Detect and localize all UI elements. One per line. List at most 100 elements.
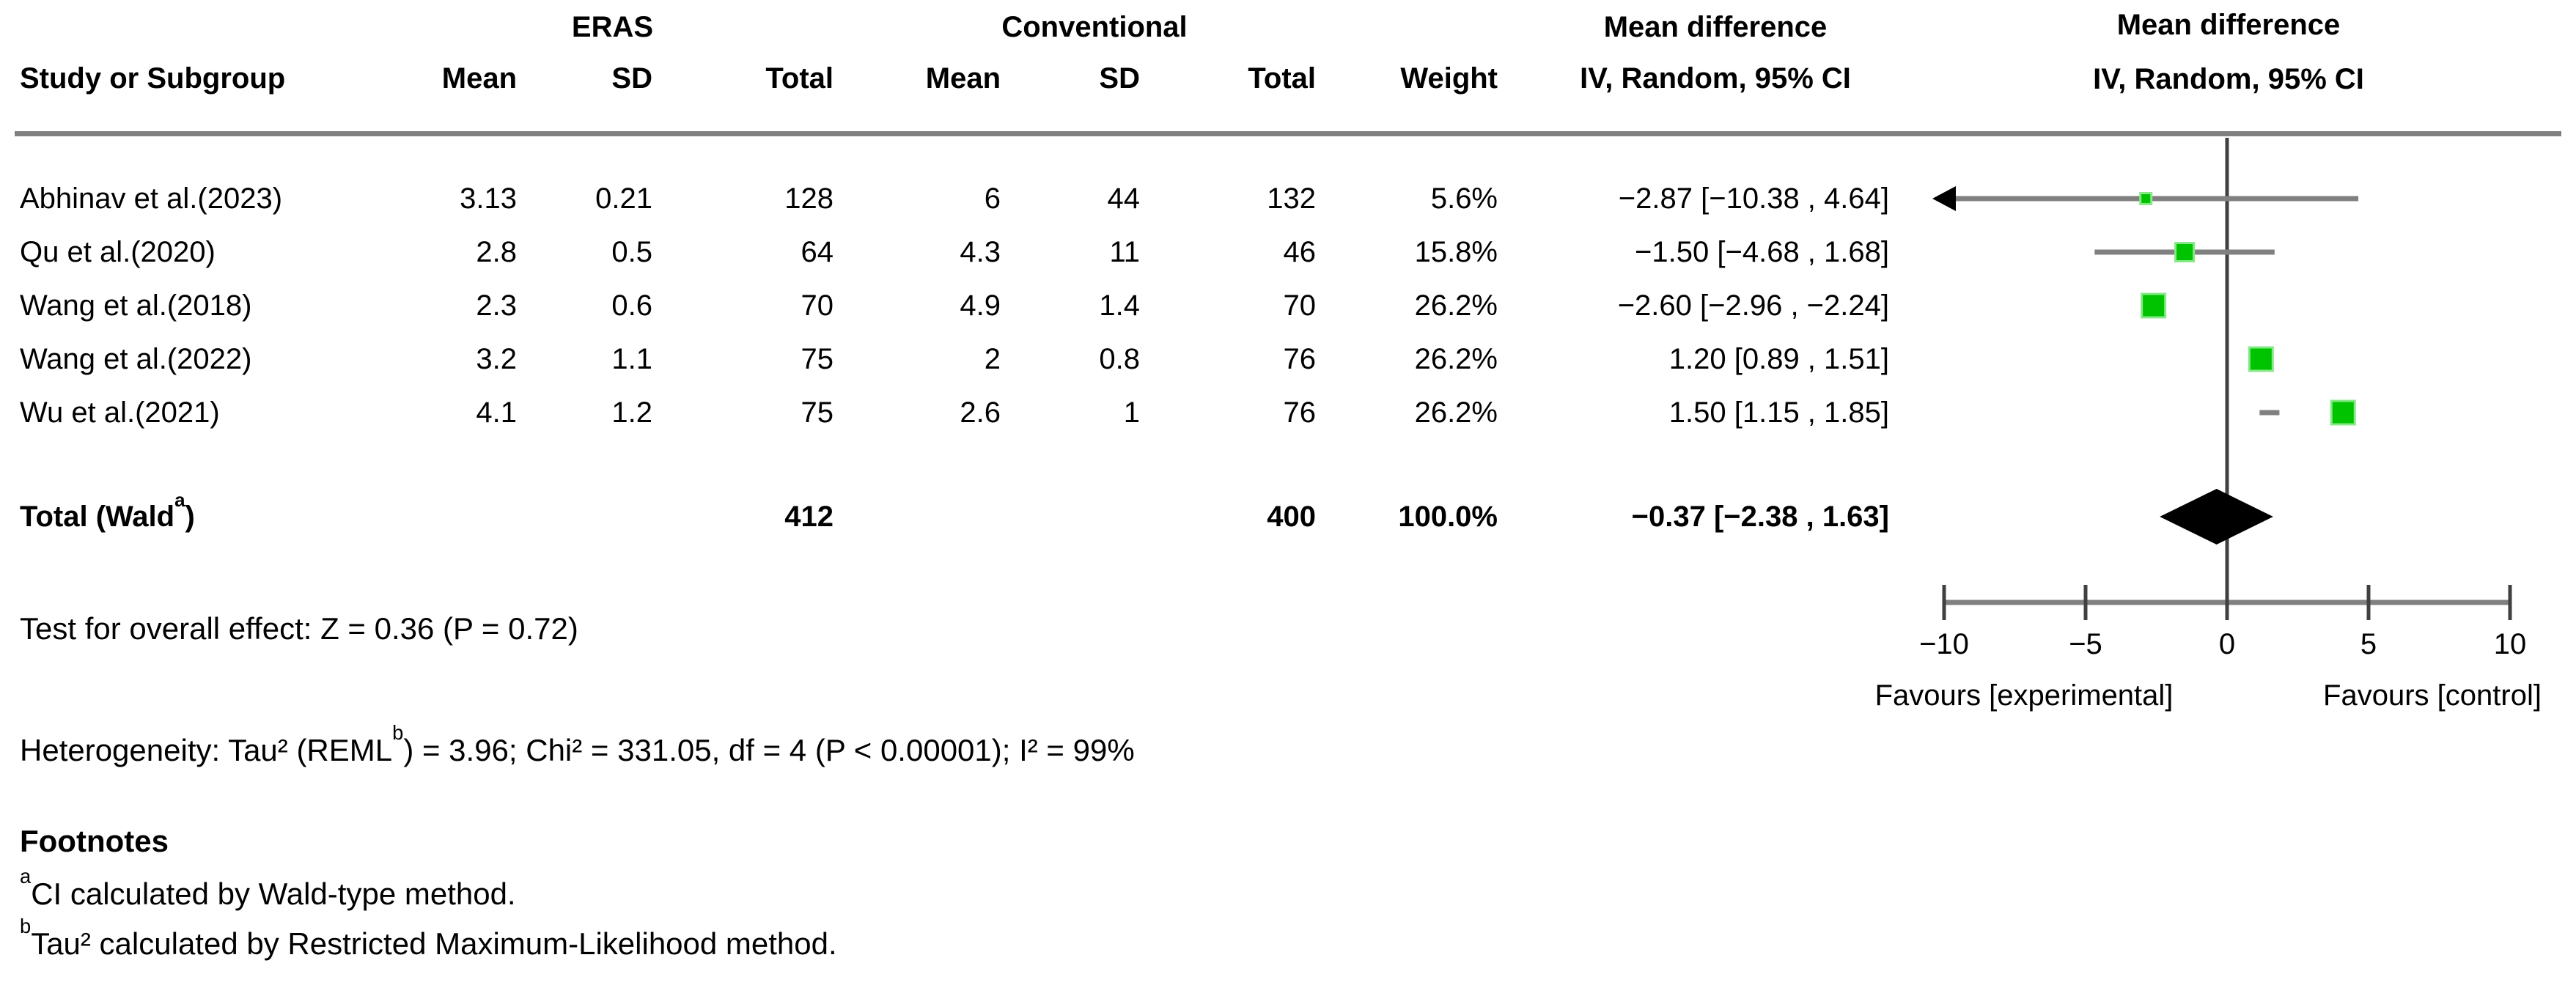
total-md-ci-text: −0.37 [−2.38 , 1.63] bbox=[1631, 501, 1889, 533]
plot-header-subtitle: IV, Random, 95% CI bbox=[2093, 63, 2364, 95]
ci-left-arrow bbox=[1932, 186, 1956, 211]
study-row: Wang et al.(2022) 3.2 1.1 75 2 0.8 76 26.2% 1.20… bbox=[20, 333, 1913, 386]
eras-mean: 2.8 bbox=[476, 236, 517, 268]
conv-sd: 44 bbox=[1107, 182, 1141, 215]
eras-total: 128 bbox=[784, 182, 833, 215]
total-label-text: Total (Wald bbox=[20, 501, 175, 533]
weight: 26.2% bbox=[1414, 343, 1498, 375]
footnote-b: bTau² calculated by Restricted Maximum-L… bbox=[20, 916, 837, 962]
eras-total: 64 bbox=[801, 236, 834, 268]
heterogeneity-text: Heterogeneity: Tau² (REMLb) = 3.96; Chi²… bbox=[20, 723, 1135, 768]
eras-sd: 1.2 bbox=[611, 396, 652, 429]
md-ci-text: −2.60 [−2.96 , −2.24] bbox=[1617, 289, 1889, 322]
group-header-eras: ERAS bbox=[571, 11, 654, 43]
study-row: Abhinav et al.(2023) 3.13 0.21 128 6 44 132 5.6… bbox=[20, 172, 1913, 226]
study-name: Qu et al.(2020) bbox=[20, 236, 216, 268]
overall-effect-text: Test for overall effect: Z = 0.36 (P = 0… bbox=[20, 611, 578, 646]
footnote-a-marker: a bbox=[20, 865, 32, 888]
eras-sd: 0.21 bbox=[595, 182, 652, 215]
axis-tick-label: −5 bbox=[2069, 628, 2102, 660]
study-name: Wang et al.(2022) bbox=[20, 343, 252, 375]
conv-sd: 11 bbox=[1109, 236, 1140, 268]
empty-cell bbox=[20, 4, 372, 50]
forest-plot-svg: −10 −5 0 5 10 Favours [experimental] Favours [… bbox=[1875, 138, 2542, 712]
favours-control-label: Favours [control] bbox=[2323, 679, 2542, 712]
eras-sd: 0.5 bbox=[611, 236, 652, 268]
conv-sd: 0.8 bbox=[1099, 343, 1140, 375]
favours-experimental-label: Favours [experimental] bbox=[1875, 679, 2174, 712]
col-header-conv-sd: SD bbox=[1099, 62, 1140, 95]
footnotes-title: Footnotes bbox=[20, 824, 169, 858]
empty-cell bbox=[537, 496, 672, 537]
study-name: Wang et al.(2018) bbox=[20, 289, 252, 322]
conv-total: 70 bbox=[1283, 289, 1317, 322]
table-column-header-row: Study or Subgroup Mean SD Total Mean SD … bbox=[20, 50, 1913, 107]
conv-mean: 2 bbox=[984, 343, 1001, 375]
plot-header-title: Mean difference bbox=[2116, 9, 2341, 41]
md-ci-text: 1.50 [1.15 , 1.85] bbox=[1668, 396, 1889, 429]
eras-sd: 1.1 bbox=[611, 343, 652, 375]
eras-mean: 4.1 bbox=[476, 396, 517, 429]
col-header-weight: Weight bbox=[1400, 62, 1498, 95]
conv-sd: 1.4 bbox=[1099, 289, 1140, 322]
conv-sd: 1 bbox=[1123, 396, 1140, 429]
footnote-a: aCI calculated by Wald-type method. bbox=[20, 866, 516, 912]
heterogeneity-footnote-marker: b bbox=[392, 721, 404, 745]
study-row: Wang et al.(2018) 2.3 0.6 70 4.9 1.4 70 26.2% −2… bbox=[20, 279, 1913, 333]
conv-total: 76 bbox=[1283, 396, 1317, 429]
footnote-b-text: Tau² calculated by Restricted Maximum-Li… bbox=[31, 926, 837, 961]
col-header-eras-mean: Mean bbox=[441, 62, 517, 95]
footnote-b-marker: b bbox=[20, 915, 32, 938]
study-name: Abhinav et al.(2023) bbox=[20, 182, 283, 215]
conv-mean: 2.6 bbox=[960, 396, 1001, 429]
col-header-ci: IV, Random, 95% CI bbox=[1580, 62, 1851, 95]
md-ci-text: 1.20 [0.89 , 1.51] bbox=[1668, 343, 1889, 375]
conv-total: 76 bbox=[1283, 343, 1317, 375]
effect-marker bbox=[2139, 192, 2153, 205]
col-header-conv-total: Total bbox=[1248, 62, 1316, 95]
study-name: Wu et al.(2021) bbox=[20, 396, 220, 429]
conv-total: 46 bbox=[1283, 236, 1317, 268]
pooled-diamond bbox=[2160, 489, 2273, 545]
eras-mean: 3.2 bbox=[476, 343, 517, 375]
weight: 5.6% bbox=[1430, 182, 1498, 215]
weight: 26.2% bbox=[1414, 396, 1498, 429]
study-rows: Abhinav et al.(2023) 3.13 0.21 128 6 44 132 5.6… bbox=[20, 172, 1913, 440]
meta-analysis-table: ERAS Conventional Mean difference Study … bbox=[20, 4, 1913, 537]
col-header-eras-total: Total bbox=[765, 62, 833, 95]
effect-marker bbox=[2141, 292, 2167, 319]
total-label: Total (Walda) bbox=[20, 490, 372, 537]
axis-tick-label: 5 bbox=[2360, 628, 2377, 660]
eras-mean: 2.3 bbox=[476, 289, 517, 322]
heterogeneity-prefix: Heterogeneity: Tau² (REML bbox=[20, 733, 393, 767]
effect-marker bbox=[2248, 346, 2274, 372]
total-weight: 100.0% bbox=[1398, 501, 1498, 533]
conv-mean: 4.9 bbox=[960, 289, 1001, 322]
study-row: Wu et al.(2021) 4.1 1.2 75 2.6 1 76 26.2% 1.50 [… bbox=[20, 386, 1913, 440]
col-header-conv-mean: Mean bbox=[925, 62, 1001, 95]
axis-tick-label: 10 bbox=[2494, 628, 2527, 660]
eras-sd: 0.6 bbox=[611, 289, 652, 322]
weight: 26.2% bbox=[1414, 289, 1498, 322]
total-eras-n: 412 bbox=[784, 501, 833, 533]
empty-cell bbox=[1020, 496, 1160, 537]
eras-mean: 3.13 bbox=[460, 182, 517, 215]
total-label-paren: ) bbox=[185, 501, 195, 533]
col-header-eras-sd: SD bbox=[611, 62, 652, 95]
total-conv-n: 400 bbox=[1267, 501, 1316, 533]
eras-total: 70 bbox=[801, 289, 834, 322]
eras-total: 75 bbox=[801, 343, 834, 375]
conv-mean: 4.3 bbox=[960, 236, 1001, 268]
eras-total: 75 bbox=[801, 396, 834, 429]
empty-cell bbox=[372, 496, 537, 537]
conv-total: 132 bbox=[1267, 182, 1316, 215]
axis-tick-label: 0 bbox=[2219, 628, 2235, 660]
study-row: Qu et al.(2020) 2.8 0.5 64 4.3 11 46 15.8% −1.50… bbox=[20, 226, 1913, 279]
axis-tick-label: −10 bbox=[1919, 628, 1969, 660]
conv-mean: 6 bbox=[984, 182, 1001, 215]
col-header-study: Study or Subgroup bbox=[20, 62, 286, 95]
total-label-footnote-marker: a bbox=[174, 488, 185, 511]
total-row: Total (Walda) 412 400 100.0% −0.37 [−2.3… bbox=[20, 490, 1913, 537]
md-ci-text: −1.50 [−4.68 , 1.68] bbox=[1635, 236, 1889, 268]
